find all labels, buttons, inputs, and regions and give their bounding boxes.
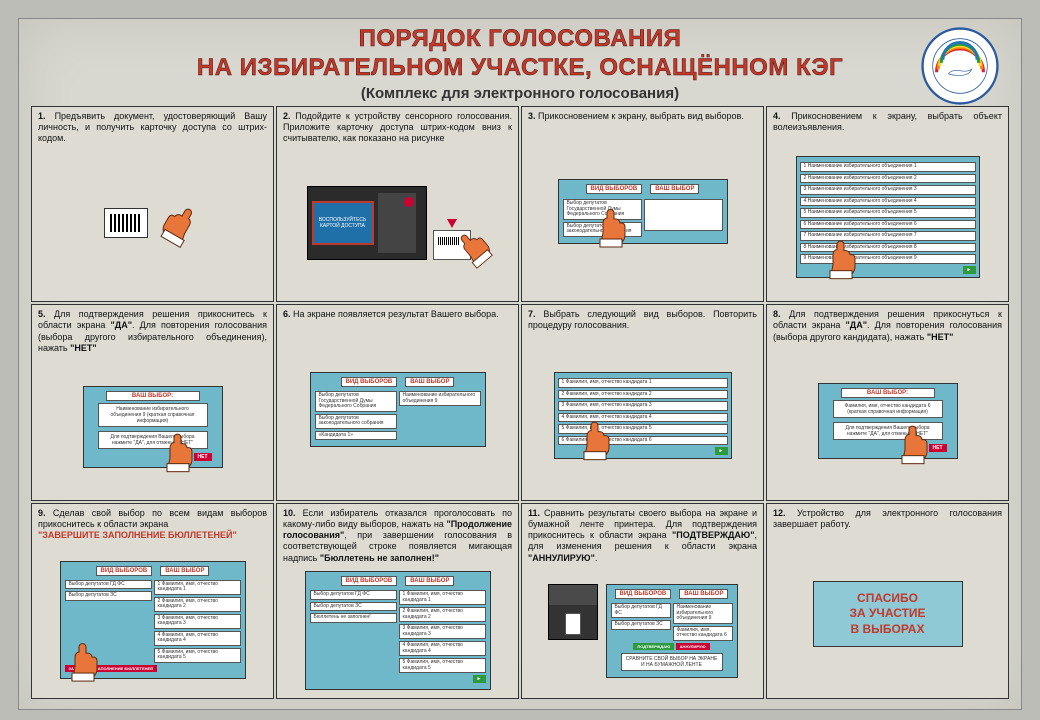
hand-icon — [899, 421, 933, 466]
row: 4 Фамилия, имя, отчество кандидата 4 — [399, 641, 486, 656]
hand-icon — [164, 429, 198, 474]
hand-icon — [146, 192, 210, 254]
row: «Кандидата 1» — [315, 431, 397, 441]
step-4: 4. Прикосновением к экрану, выбрать объе… — [766, 106, 1009, 302]
step-2-text: 2. Подойдите к устройству сенсорного гол… — [283, 111, 512, 145]
step-3: 3. Прикосновением к экрану, выбрать вид … — [521, 106, 764, 302]
row: 3 Фамилия, имя, отчество кандидата 3 — [154, 614, 241, 629]
step-8: 8. Для подтверждения решения прикоснутьс… — [766, 304, 1009, 500]
thanks-text: СПАСИБОЗА УЧАСТИЕВ ВЫБОРАХ — [849, 591, 925, 638]
step-10: 10. Если избиратель отказался проголосов… — [276, 503, 519, 699]
step-7-text: 7. Выбрать следующий вид выборов. Повтор… — [528, 309, 757, 332]
terminal-screen: ВОСПОЛЬЗУЙТЕСЬ КАРТОЙ ДОСТУПА — [312, 201, 374, 245]
row: Наименование избирательного объединения … — [673, 603, 733, 624]
hand-icon — [581, 417, 615, 462]
row: 2 Фамилия, имя, отчество кандидата 2 — [399, 607, 486, 622]
row: 2 Фамилия, имя, отчество кандидата 2 — [154, 597, 241, 612]
step-3-illustration: ВИД ВЫБОРОВ ВАШ ВЫБОР Выбор депутатов Го… — [528, 124, 757, 299]
thanks-panel: СПАСИБОЗА УЧАСТИЕВ ВЫБОРАХ — [813, 581, 963, 647]
step-11-text: 11. Сравнить результаты своего выбора на… — [528, 508, 757, 564]
next-btn: ► — [963, 266, 976, 274]
empty-panel — [644, 199, 723, 231]
voting-terminal-icon: ВОСПОЛЬЗУЙТЕСЬ КАРТОЙ ДОСТУПА — [307, 186, 427, 260]
cec-logo — [921, 27, 999, 105]
compare-note: СРАВНИТЕ СВОЙ ВЫБОР НА ЭКРАНЕ И НА БУМАЖ… — [621, 653, 723, 671]
title-line-2: НА ИЗБИРАТЕЛЬНОМ УЧАСТКЕ, ОСНАЩЁННОМ КЭГ — [31, 54, 1009, 83]
row: 5 Фамилия, имя, отчество кандидата 5 — [399, 658, 486, 673]
row: 1 Фамилия, имя, отчество кандидата 1 — [399, 590, 486, 605]
row: 3 Фамилия, имя, отчество кандидата 3 — [399, 624, 486, 639]
step-8-illustration: ВАШ ВЫБОР: Фамилия, имя, отчество кандид… — [773, 345, 1002, 498]
row: Выбор депутатов законодательного собрани… — [315, 414, 397, 429]
row: 2 Фамилия, имя, отчество кандидата 2 — [558, 390, 728, 400]
step-11-illustration: ВИД ВЫБОРОВ ВАШ ВЫБОР Выбор депутатов ГД… — [528, 566, 757, 696]
step-2-illustration: ВОСПОЛЬЗУЙТЕСЬ КАРТОЙ ДОСТУПА — [283, 146, 512, 299]
row: 2 Наименование избирательного объединени… — [800, 174, 976, 184]
hand-icon — [69, 638, 103, 684]
row: Фамилия, имя, отчество кандидата 6 — [673, 626, 733, 641]
row: 6 Наименование избирательного объединени… — [800, 220, 976, 230]
step-5-text: 5. Для подтверждения решения прикоснитес… — [38, 309, 267, 354]
step-7-illustration: 1 Фамилия, имя, отчество кандидата 1 2 Фа… — [528, 334, 757, 498]
step-8-text: 8. Для подтверждения решения прикоснутьс… — [773, 309, 1002, 343]
row: Выбор депутатов Государственной Думы Фед… — [315, 391, 397, 412]
step-9-text: 9. Сделав свой выбор по всем видам выбор… — [38, 508, 267, 542]
row: Выбор депутатов ЗС — [310, 602, 397, 612]
header: ПОРЯДОК ГОЛОСОВАНИЯ НА ИЗБИРАТЕЛЬНОМ УЧА… — [31, 25, 1009, 104]
row: Наименование избирательного объединения … — [399, 391, 481, 406]
step-11: 11. Сравнить результаты своего выбора на… — [521, 503, 764, 699]
poster-board: ПОРЯДОК ГОЛОСОВАНИЯ НА ИЗБИРАТЕЛЬНОМ УЧА… — [18, 18, 1022, 710]
label-choice: ВАШ ВЫБОР — [650, 184, 699, 194]
step-10-text: 10. Если избиратель отказался проголосов… — [283, 508, 512, 564]
step-6-illustration: ВИД ВЫБОРОВ ВАШ ВЫБОР Выбор депутатов Го… — [283, 322, 512, 497]
step-7: 7. Выбрать следующий вид выборов. Повтор… — [521, 304, 764, 500]
row: Выбор депутатов ГД ФС — [310, 590, 397, 600]
subtitle: (Комплекс для электронного голосования) — [31, 85, 1009, 102]
step-12-illustration: СПАСИБОЗА УЧАСТИЕВ ВЫБОРАХ — [773, 532, 1002, 696]
title-line-1: ПОРЯДОК ГОЛОСОВАНИЯ — [31, 25, 1009, 54]
step-2: 2. Подойдите к устройству сенсорного гол… — [276, 106, 519, 302]
row: 1 Фамилия, имя, отчество кандидата 1 — [154, 580, 241, 595]
step-12-text: 12. Устройство для электронного голосова… — [773, 508, 1002, 531]
row: 1 Фамилия, имя, отчество кандидата 1 — [558, 378, 728, 388]
row: 5 Наименование избирательного объединени… — [800, 208, 976, 218]
row: 3 Фамилия, имя, отчество кандидата 3 — [558, 401, 728, 411]
step-1-illustration — [38, 146, 267, 299]
step-5: 5. Для подтверждения решения прикоснитес… — [31, 304, 274, 500]
step-6-text: 6. На экране появляется результат Вашего… — [283, 309, 512, 320]
hand-icon — [597, 205, 631, 249]
step-9-illustration: ВИД ВЫБОРОВ ВАШ ВЫБОР Выбор депутатов ГД… — [38, 543, 267, 696]
panel-line1: Наименование избирательного объединения … — [98, 403, 208, 427]
step-9: 9. Сделав свой выбор по всем видам выбор… — [31, 503, 274, 699]
row: 5 Фамилия, имя, отчество кандидата 5 — [154, 648, 241, 663]
step-4-illustration: 1 Наименование избирательного объединени… — [773, 135, 1002, 299]
row: Выбор депутатов ГД ФС — [65, 580, 152, 590]
printer-icon — [548, 584, 598, 640]
step-1-text: 1. Предъявить документ, удостоверяющий В… — [38, 111, 267, 145]
hand-icon — [827, 236, 861, 281]
row: Выбор депутатов ГД ФС — [611, 603, 671, 618]
panel-head: ВАШ ВЫБОР: — [106, 391, 200, 401]
row: 3 Наименование избирательного объединени… — [800, 185, 976, 195]
row: 4 Фамилия, имя, отчество кандидата 4 — [154, 631, 241, 646]
step-12: 12. Устройство для электронного голосова… — [766, 503, 1009, 699]
row: 4 Наименование избирательного объединени… — [800, 197, 976, 207]
label-type: ВИД ВЫБОРОВ — [586, 184, 643, 194]
step-10-illustration: ВИД ВЫБОРОВ ВАШ ВЫБОР Выбор депутатов ГД… — [283, 566, 512, 696]
step-3-text: 3. Прикосновением к экрану, выбрать вид … — [528, 111, 757, 122]
arrow-down-icon — [447, 219, 457, 228]
step-5-illustration: ВАШ ВЫБОР: Наименование избирательного о… — [38, 356, 267, 497]
step-1: 1. Предъявить документ, удостоверяющий В… — [31, 106, 274, 302]
steps-grid: 1. Предъявить документ, удостоверяющий В… — [31, 106, 1009, 699]
row: Выбор депутатов ЗС — [611, 620, 671, 630]
row: Бюллетень не заполнен! — [310, 613, 397, 623]
step-6: 6. На экране появляется результат Вашего… — [276, 304, 519, 500]
step-4-text: 4. Прикосновением к экрану, выбрать объе… — [773, 111, 1002, 134]
row: 1 Наименование избирательного объединени… — [800, 162, 976, 172]
row: Выбор депутатов ЗС — [65, 591, 152, 601]
barcode-card-icon — [104, 208, 148, 238]
